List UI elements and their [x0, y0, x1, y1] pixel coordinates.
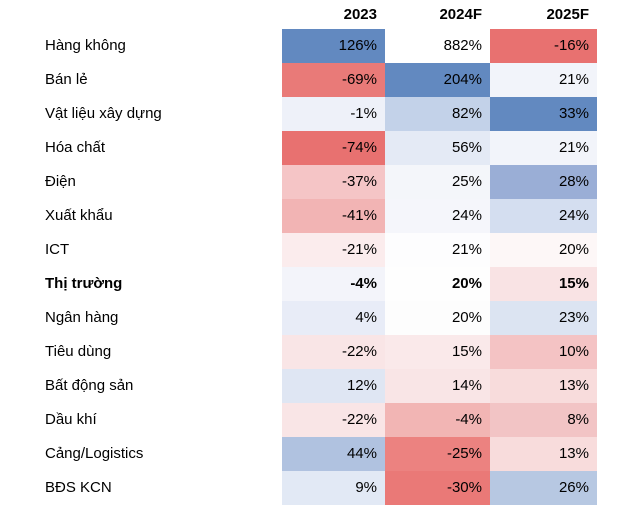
row-label-market: Thị trường [0, 267, 282, 301]
row-label: Điện [0, 165, 282, 199]
heatmap-cell: 9% [282, 471, 385, 505]
row-label: Dầu khí [0, 403, 282, 437]
heatmap-cell: 25% [385, 165, 490, 199]
row-label: ICT [0, 233, 282, 267]
row-label: Xuất khẩu [0, 199, 282, 233]
column-header-2023: 2023 [343, 6, 377, 23]
heatmap-cell: -1% [282, 97, 385, 131]
heatmap-cell: 21% [490, 63, 597, 97]
row-label: Bất động sản [0, 369, 282, 403]
heatmap-cell: 20% [385, 301, 490, 335]
heatmap-cell: 15% [490, 267, 597, 301]
heatmap-cell: 204% [385, 63, 490, 97]
heatmap-cell: 82% [385, 97, 490, 131]
heatmap-cell: 882% [385, 29, 490, 63]
heatmap-cell: 15% [385, 335, 490, 369]
heatmap-cell: 4% [282, 301, 385, 335]
heatmap-cell: -4% [385, 403, 490, 437]
heatmap-cell: -69% [282, 63, 385, 97]
heatmap-cell: 126% [282, 29, 385, 63]
heatmap-cell: 20% [490, 233, 597, 267]
row-label: Ngân hàng [0, 301, 282, 335]
heatmap-cell: -74% [282, 131, 385, 165]
heatmap-cell: -22% [282, 335, 385, 369]
heatmap-cell: 33% [490, 97, 597, 131]
heatmap-cell: 13% [490, 437, 597, 471]
heatmap-cell: -37% [282, 165, 385, 199]
row-label: BĐS KCN [0, 471, 282, 505]
heatmap-cell: 56% [385, 131, 490, 165]
row-label: Vật liệu xây dựng [0, 97, 282, 131]
heatmap-cell: 13% [490, 369, 597, 403]
row-label: Hàng không [0, 29, 282, 63]
heatmap-cell: -16% [490, 29, 597, 63]
heatmap-cell: 12% [282, 369, 385, 403]
heatmap-cell: 44% [282, 437, 385, 471]
heatmap-cell: 24% [385, 199, 490, 233]
row-label: Hóa chất [0, 131, 282, 165]
row-label: Cảng/Logistics [0, 437, 282, 471]
heatmap-cell: 10% [490, 335, 597, 369]
heatmap-cell: 21% [385, 233, 490, 267]
heatmap-cell: -30% [385, 471, 490, 505]
heatmap-cell: 28% [490, 165, 597, 199]
heatmap-cell: -22% [282, 403, 385, 437]
heatmap-cell: 8% [490, 403, 597, 437]
heatmap-cell: 21% [490, 131, 597, 165]
heatmap-table: 2023 2024F 2025F Hàng không 126% 882% -1… [0, 0, 597, 505]
heatmap-cell: 23% [490, 301, 597, 335]
row-label: Bán lẻ [0, 63, 282, 97]
heatmap-cell: -21% [282, 233, 385, 267]
heatmap-cell: -25% [385, 437, 490, 471]
heatmap-cell: -41% [282, 199, 385, 233]
heatmap-cell: 20% [385, 267, 490, 301]
column-header-2024f: 2024F [439, 6, 482, 23]
column-header-2025f: 2025F [546, 6, 589, 23]
heatmap-cell: 14% [385, 369, 490, 403]
row-label: Tiêu dùng [0, 335, 282, 369]
heatmap-cell: 24% [490, 199, 597, 233]
header-corner-spacer [0, 0, 282, 29]
heatmap-cell: 26% [490, 471, 597, 505]
heatmap-cell: -4% [282, 267, 385, 301]
